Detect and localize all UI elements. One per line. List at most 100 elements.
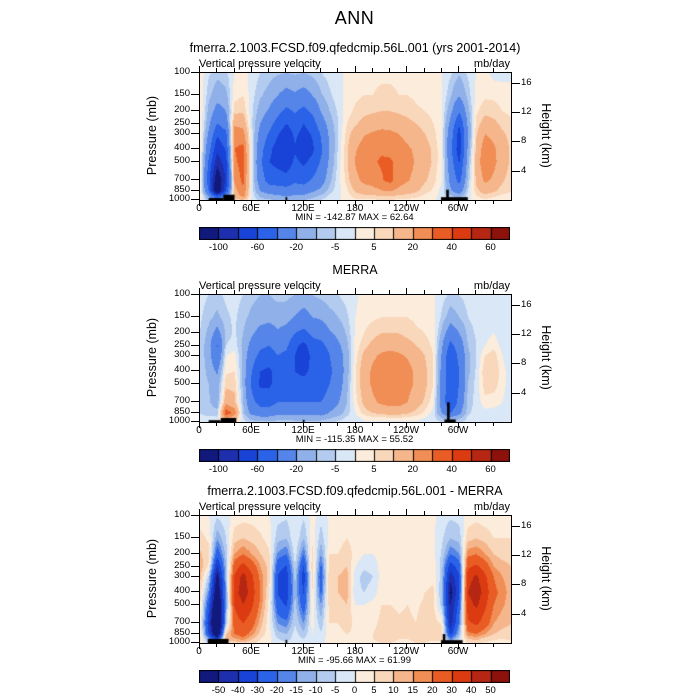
contour-field-canvas (200, 73, 511, 200)
lon-minor-tick (424, 290, 425, 294)
pressure-tick-label: 100 (174, 509, 190, 520)
lon-tick (355, 288, 356, 294)
colorbar-tick-label: 20 (407, 242, 419, 253)
lon-tick-label: 180 (346, 203, 364, 214)
lon-minor-tick (285, 643, 286, 647)
lon-minor-tick (268, 68, 269, 72)
pressure-tick (191, 199, 199, 200)
pressure-tick (191, 383, 199, 384)
pressure-tick (191, 94, 199, 95)
lon-tick-label: 0 (196, 203, 202, 214)
lon-minor-tick (216, 643, 217, 647)
pressure-tick (191, 642, 199, 643)
lon-minor-tick (424, 422, 425, 426)
lon-minor-tick (372, 290, 373, 294)
contour-field-canvas (200, 516, 511, 643)
pressure-tick (191, 148, 199, 149)
pressure-tick (191, 401, 199, 402)
height-tick-label: 4 (521, 165, 527, 176)
pressure-tick (191, 179, 199, 180)
lon-minor-tick (320, 643, 321, 647)
lon-tick (406, 509, 407, 515)
lon-minor-tick (285, 511, 286, 515)
colorbar-tick-label: -100 (208, 464, 228, 475)
lon-minor-tick (441, 290, 442, 294)
pressure-tick-label: 150 (174, 531, 190, 542)
colorbar-tick-label: -20 (289, 464, 304, 475)
height-tick (512, 141, 520, 142)
height-tick-label: 16 (521, 299, 532, 310)
pressure-tick (191, 515, 199, 516)
lon-tick (458, 643, 459, 649)
minmax-annotation: MIN = -95.66 MAX = 61.99 (297, 655, 411, 666)
lon-minor-tick (493, 643, 494, 647)
pressure-tick (191, 370, 199, 371)
colorbar-tick-label: -5 (330, 242, 340, 253)
lon-minor-tick (216, 422, 217, 426)
lon-minor-tick (234, 422, 235, 426)
lon-tick (406, 643, 407, 649)
lon-tick (406, 66, 407, 72)
panel-title: fmerra.2.1003.FCSD.f09.qfedcmip.56L.001 … (189, 41, 521, 55)
lon-tick (303, 66, 304, 72)
lon-minor-tick (268, 422, 269, 426)
lon-tick (458, 422, 459, 428)
lon-minor-tick (493, 511, 494, 515)
colorbar-tick-label: 40 (446, 464, 457, 475)
colorbar-tick-label: -5 (330, 685, 340, 696)
height-tick-label: 8 (521, 135, 527, 146)
lon-minor-tick (441, 200, 442, 204)
colorbar-tick-label: 30 (446, 685, 457, 696)
pressure-tick (191, 133, 199, 134)
pressure-tick (191, 622, 199, 623)
height-axis-title: Height (km) (539, 325, 553, 390)
lon-tick (458, 66, 459, 72)
height-tick (512, 393, 520, 394)
lon-tick (406, 422, 407, 428)
height-tick (512, 363, 520, 364)
pressure-tick-label: 850 (174, 627, 190, 638)
lon-minor-tick (372, 68, 373, 72)
lon-minor-tick (372, 511, 373, 515)
height-tick-label: 12 (521, 106, 532, 117)
lon-minor-tick (493, 200, 494, 204)
minmax-annotation: MIN = -115.35 MAX = 55.52 (295, 434, 414, 445)
lon-minor-tick (372, 200, 373, 204)
lon-minor-tick (337, 200, 338, 204)
colorbar-tick-label: -40 (231, 685, 245, 696)
lon-minor-tick (320, 290, 321, 294)
pressure-tick-label: 500 (174, 598, 190, 609)
lon-minor-tick (424, 200, 425, 204)
colorbar-tick-label: -50 (211, 685, 226, 696)
pressure-tick-label: 100 (174, 288, 190, 299)
lon-minor-tick (234, 643, 235, 647)
colorbar (199, 449, 510, 462)
colorbar-tick-label: 60 (485, 242, 496, 253)
lon-minor-tick (389, 643, 390, 647)
pressure-tick (191, 576, 199, 577)
units-label: mb/day (473, 501, 510, 513)
lon-tick (251, 422, 252, 428)
pressure-tick (191, 110, 199, 111)
pressure-tick (191, 633, 199, 634)
height-tick (512, 112, 520, 113)
height-tick-label: 12 (521, 549, 532, 560)
lon-minor-tick (337, 643, 338, 647)
lon-minor-tick (285, 422, 286, 426)
lon-minor-tick (337, 422, 338, 426)
panel-ann-model: ANN fmerra.2.1003.FCSD.f09.qfedcmip.56L.… (0, 8, 700, 272)
lon-tick-label: 60E (242, 646, 260, 657)
lon-tick (303, 422, 304, 428)
lon-tick (355, 643, 356, 649)
lon-tick (355, 422, 356, 428)
lon-tick (458, 509, 459, 515)
contour-field-canvas (200, 295, 511, 422)
lon-minor-tick (441, 643, 442, 647)
colorbar-tick-label: 40 (465, 685, 477, 696)
height-tick-label: 8 (521, 357, 527, 368)
pressure-tick-label: 700 (174, 395, 190, 406)
lon-tick (199, 200, 200, 206)
height-tick (512, 555, 520, 556)
lon-minor-tick (475, 643, 476, 647)
